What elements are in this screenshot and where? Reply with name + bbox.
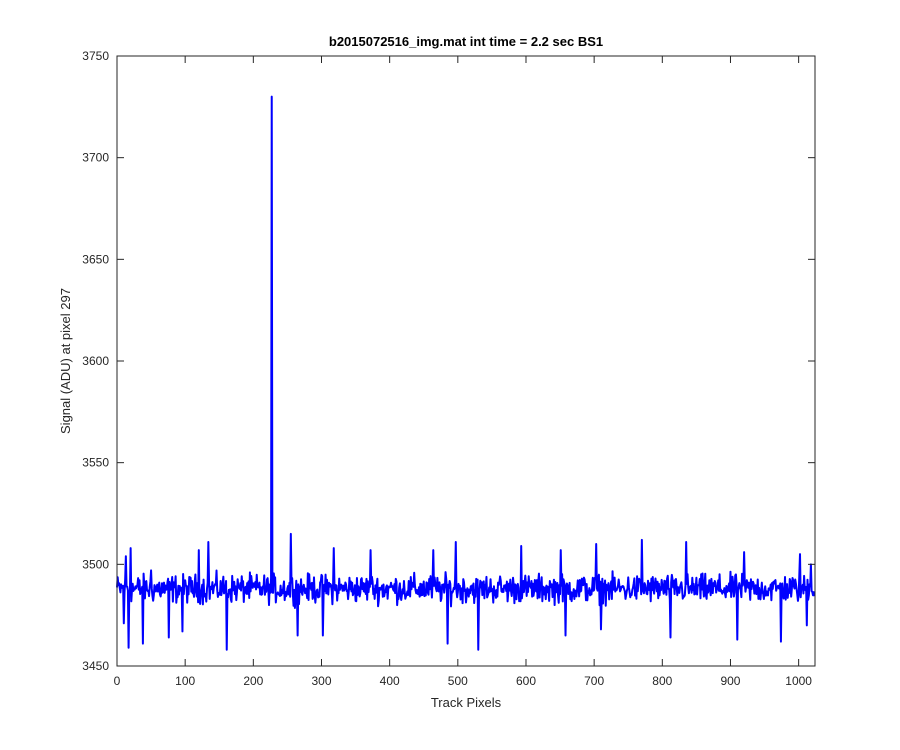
x-tick-label: 600 bbox=[516, 674, 536, 688]
y-tick-label: 3450 bbox=[82, 659, 109, 673]
y-tick-label: 3700 bbox=[82, 151, 109, 165]
y-tick-label: 3600 bbox=[82, 354, 109, 368]
y-axis-label: Signal (ADU) at pixel 297 bbox=[58, 288, 73, 434]
series-line bbox=[116, 95, 816, 651]
y-tick-label: 3750 bbox=[82, 49, 109, 63]
plot-area bbox=[117, 56, 815, 666]
x-tick-label: 0 bbox=[114, 674, 121, 688]
chart-title: b2015072516_img.mat int time = 2.2 sec B… bbox=[329, 34, 603, 49]
y-tick-label: 3500 bbox=[82, 557, 109, 571]
series-layer bbox=[116, 95, 816, 651]
y-tick-label: 3550 bbox=[82, 456, 109, 470]
axes-layer: 0 100 200 300 400 500 600 700 800 900 1000 3450 3500… bbox=[82, 49, 816, 688]
x-tick-label: 400 bbox=[380, 674, 400, 688]
x-tick-label: 300 bbox=[311, 674, 331, 688]
x-tick-label: 500 bbox=[448, 674, 468, 688]
y-tick-label: 3650 bbox=[82, 252, 109, 266]
x-tick-label: 200 bbox=[243, 674, 263, 688]
x-tick-label: 900 bbox=[720, 674, 740, 688]
x-tick-label: 100 bbox=[175, 674, 195, 688]
x-axis-label: Track Pixels bbox=[431, 695, 502, 710]
x-tick-label: 700 bbox=[584, 674, 604, 688]
x-tick-label: 1000 bbox=[785, 674, 812, 688]
x-tick-label: 800 bbox=[652, 674, 672, 688]
